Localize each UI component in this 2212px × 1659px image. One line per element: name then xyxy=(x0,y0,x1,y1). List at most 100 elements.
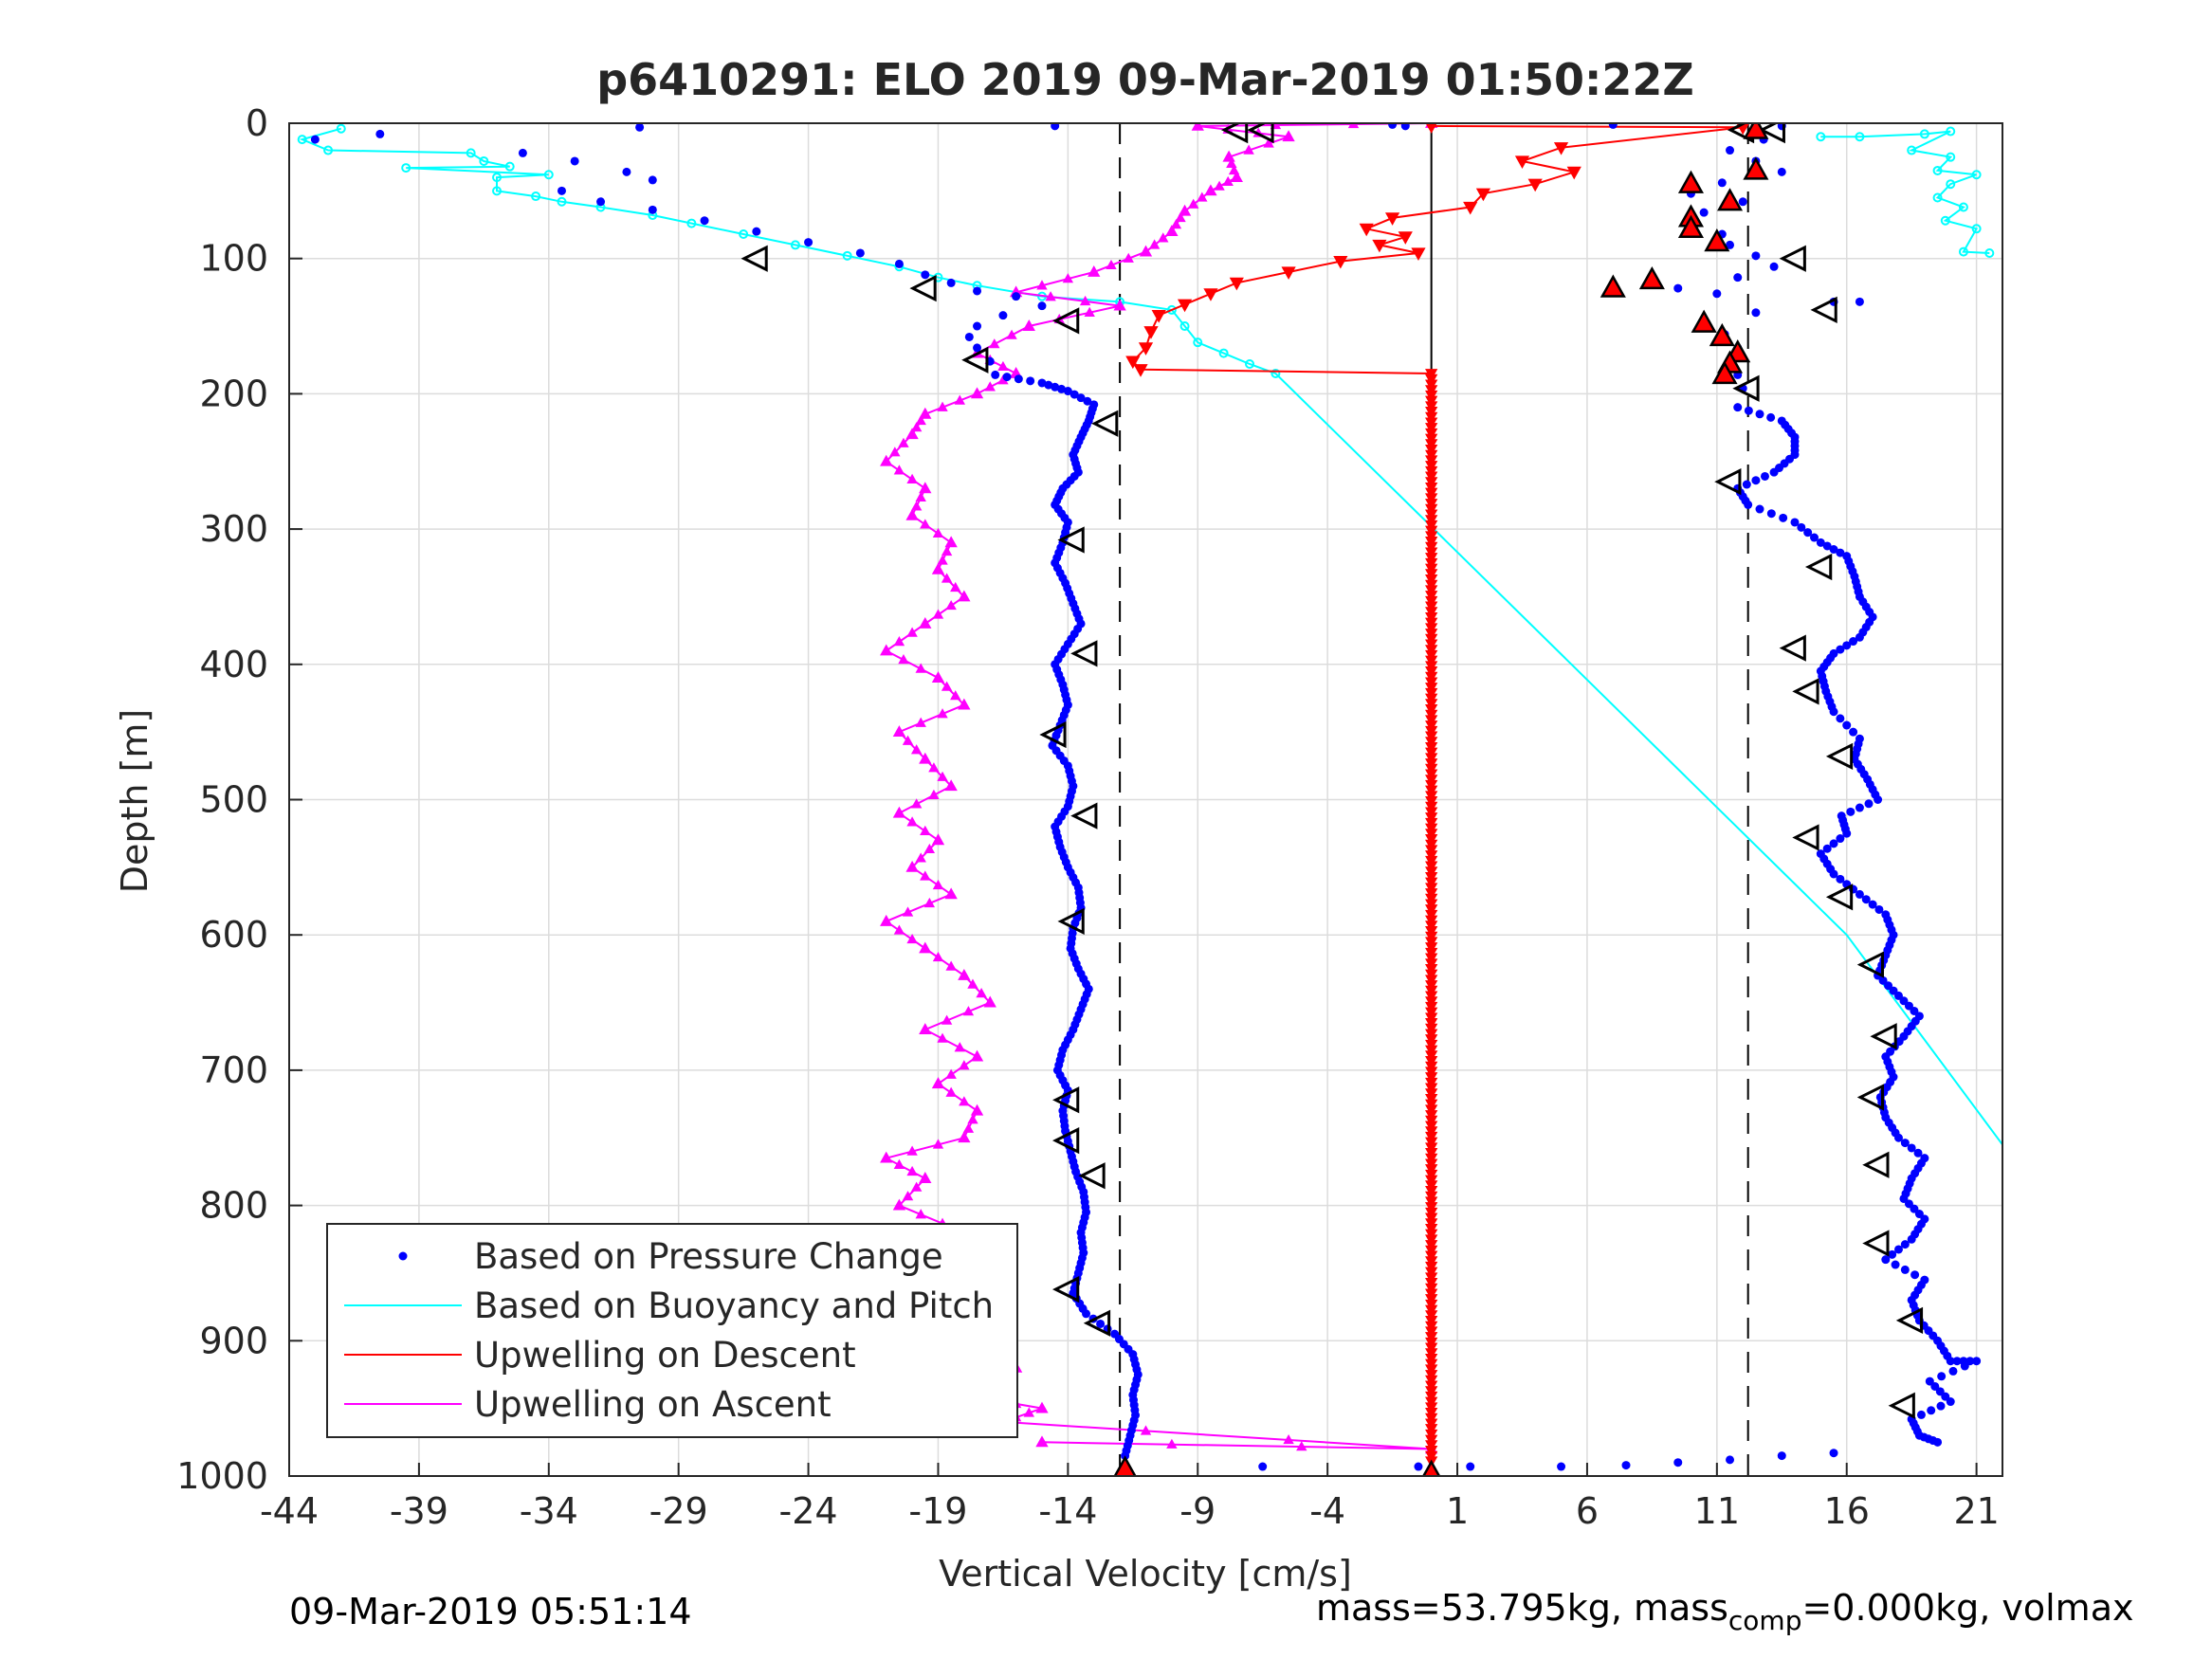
ascent-point xyxy=(1035,1435,1049,1448)
pressure-point xyxy=(1742,480,1751,489)
pressure-point xyxy=(1414,1462,1423,1471)
pressure-point xyxy=(1803,528,1813,538)
pressure-point xyxy=(1960,1361,1969,1371)
x-tick-label: -44 xyxy=(260,1490,319,1532)
descent-point xyxy=(1475,188,1491,202)
pressure-point xyxy=(1900,1265,1910,1274)
buoyancy-line-right xyxy=(1820,130,1990,254)
pressure-point xyxy=(1078,1304,1088,1313)
pressure-point xyxy=(1751,476,1761,485)
pressure-point xyxy=(1881,1255,1891,1265)
ascent-point xyxy=(976,988,987,998)
ascent-point xyxy=(958,590,971,602)
ascent-point xyxy=(906,1145,918,1156)
ascent-point xyxy=(902,735,914,745)
pressure-point xyxy=(752,227,761,236)
pressure-point xyxy=(1082,979,1091,989)
buoyancy-point xyxy=(479,155,489,166)
ascent-point xyxy=(1113,299,1126,311)
pressure-point xyxy=(1816,538,1825,547)
open-triangle-marker xyxy=(909,274,937,302)
pressure-point xyxy=(1775,464,1784,473)
buoyancy-point xyxy=(842,250,852,261)
ascent-point xyxy=(920,825,931,835)
pressure-point xyxy=(1900,1139,1910,1148)
pressure-point xyxy=(1075,1264,1085,1273)
pressure-point xyxy=(1755,504,1764,514)
red-triangle-marker xyxy=(1600,274,1626,298)
descent-point xyxy=(1333,255,1348,269)
buoyancy-point xyxy=(1907,145,1917,155)
pressure-point xyxy=(1067,593,1076,603)
ascent-point xyxy=(950,581,961,592)
ascent-point xyxy=(937,1032,948,1043)
ascent-point xyxy=(1197,191,1208,202)
ascent-point xyxy=(1178,204,1192,216)
buoyancy-point xyxy=(1218,348,1229,358)
open-triangle-marker xyxy=(740,245,768,272)
pressure-point xyxy=(1849,637,1858,647)
ascent-point xyxy=(1187,198,1199,209)
pressure-point xyxy=(1913,1148,1923,1158)
pressure-point xyxy=(1074,614,1084,624)
ascent-point xyxy=(892,725,906,738)
ascent-point xyxy=(892,806,906,818)
pressure-point xyxy=(1051,123,1060,131)
buoyancy-point xyxy=(1958,202,1968,212)
ascent-point xyxy=(1191,123,1204,131)
pressure-point xyxy=(1910,1169,1920,1178)
open-triangle-marker xyxy=(1070,640,1098,667)
pressure-point xyxy=(1044,380,1053,390)
pressure-point xyxy=(1810,533,1819,542)
x-tick-label: 16 xyxy=(1824,1490,1870,1532)
pressure-point xyxy=(1972,1357,1982,1366)
pressure-point xyxy=(1914,1210,1924,1219)
buoyancy-point xyxy=(1971,224,1982,234)
ascent-point xyxy=(937,401,948,411)
pressure-point xyxy=(1819,682,1829,691)
ascent-point xyxy=(880,914,893,926)
open-triangle-marker xyxy=(1052,1086,1080,1114)
ascent-point xyxy=(941,545,953,556)
ascent-point xyxy=(1023,1407,1034,1417)
descent-point xyxy=(1372,239,1387,253)
pressure-point xyxy=(1846,807,1856,816)
pressure-point xyxy=(1943,1351,1952,1360)
descent-point xyxy=(1143,326,1159,339)
ascent-point xyxy=(941,681,953,691)
red-triangle-marker xyxy=(1716,188,1744,211)
pressure-point xyxy=(1070,1020,1080,1030)
pressure-point xyxy=(1829,839,1838,848)
pressure-point xyxy=(1941,1392,1950,1401)
legend-box xyxy=(326,1223,1018,1438)
pressure-point xyxy=(1868,900,1877,909)
pressure-point xyxy=(998,311,1008,320)
pressure-point xyxy=(1557,1462,1566,1471)
descent-point xyxy=(1229,277,1244,291)
descent-point xyxy=(1566,166,1581,180)
pressure-point xyxy=(1026,376,1035,386)
ascent-point xyxy=(950,690,961,701)
pressure-point xyxy=(1929,1331,1938,1340)
open-triangle-marker xyxy=(1779,634,1806,662)
mass-text-prefix: mass=53.795kg, mass xyxy=(1316,1587,1728,1629)
pressure-point xyxy=(1861,895,1871,904)
legend-entry-label: Upwelling on Descent xyxy=(474,1335,856,1376)
ascent-point xyxy=(923,897,936,908)
ascent-point xyxy=(1263,137,1274,148)
descent-point xyxy=(1133,364,1148,377)
pressure-point xyxy=(375,129,385,138)
ascent-point xyxy=(915,663,926,673)
ascent-point xyxy=(889,447,901,457)
pressure-point xyxy=(1741,496,1750,505)
x-tick-label: -29 xyxy=(649,1490,708,1532)
ascent-point xyxy=(932,951,944,962)
descent-point xyxy=(1203,288,1218,301)
pressure-point xyxy=(1848,567,1857,576)
ascent-point xyxy=(1123,252,1134,263)
x-tick-label: -4 xyxy=(1309,1490,1345,1532)
pressure-point xyxy=(1865,608,1874,617)
pressure-point xyxy=(1797,522,1806,532)
ascent-point xyxy=(958,1131,971,1143)
pressure-point xyxy=(1124,1344,1133,1354)
